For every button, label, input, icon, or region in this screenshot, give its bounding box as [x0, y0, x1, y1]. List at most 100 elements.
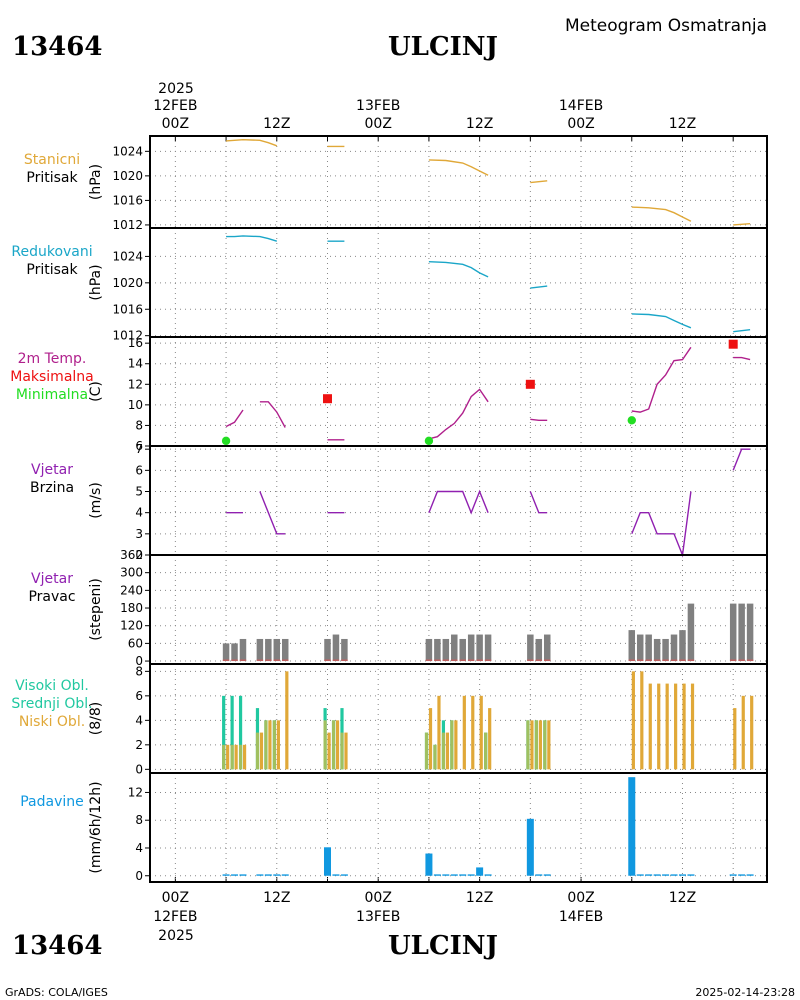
y-tick-label: 120: [120, 619, 143, 633]
bottom-day-label: 12FEB: [153, 909, 197, 925]
top-day-label: 14FEB: [559, 98, 603, 114]
wind-direction-bar: [738, 603, 745, 662]
wind-direction-bar: [535, 638, 543, 662]
y-tick-label: 0: [135, 869, 143, 883]
bottom-hour-label: 12Z: [466, 890, 493, 906]
panel-frame: [149, 445, 768, 556]
year-label-top: 2025: [158, 81, 194, 97]
panel-7: 0 4 8 12 (mm/6h/12h)Padavine: [20, 772, 768, 883]
cloud-bar: [276, 720, 280, 770]
cloud-bar: [741, 695, 745, 770]
panel-frame: [149, 772, 768, 883]
wind-direction-bar: [653, 638, 661, 662]
bottom-time-axis: 00Z 12Z 00Z 12Z 00Z 12Z 12FEB 13FEB 14FEB: [153, 877, 734, 925]
panel-2: 1012 1016 1020 1024 (hPa) Redukovani Pritisak: [11, 227, 768, 343]
y-tick-label: 8: [135, 664, 143, 678]
tmax-marker: [728, 339, 738, 349]
precip-bar: [628, 777, 636, 876]
precip-bar: [653, 874, 661, 876]
y-tick-label: 2: [135, 738, 143, 752]
year-label-bottom: 2025: [158, 928, 194, 944]
wind-direction-bar: [239, 638, 247, 662]
panel-3: 6 8 10 12 14 16 (C)2m Temp. Maksimalna Minimalna: [10, 336, 768, 453]
precip-bar: [526, 818, 534, 876]
y-tick-label: 180: [120, 601, 143, 615]
y-axis-label: (C): [88, 381, 104, 402]
cloud-bar: [344, 732, 348, 770]
series-line-segment: [732, 448, 751, 471]
cloud-bar: [441, 732, 446, 770]
wind-direction-bar: [256, 638, 264, 662]
precip-bar: [281, 874, 289, 876]
cloud-bar: [268, 720, 272, 770]
cloud-bar: [454, 720, 458, 770]
precip-bar: [239, 874, 247, 876]
series-line-segment: [530, 180, 548, 184]
precip-bar: [535, 874, 543, 876]
wind-direction-bar: [527, 634, 534, 662]
cloud-bar: [272, 720, 276, 770]
precip-bar: [442, 874, 450, 876]
station-name-bottom: ULCINJ: [388, 931, 498, 961]
cloud-bar: [242, 744, 247, 770]
grads-credit: GrADS: COLA/IGES: [5, 986, 108, 999]
cloud-bar: [750, 695, 754, 770]
panel-label-line: Vjetar: [31, 462, 73, 478]
series-line-segment: [428, 489, 489, 515]
precip-bar: [231, 874, 239, 876]
series-line-segment: [733, 223, 751, 226]
precip-bar: [467, 874, 475, 876]
y-axis-label: (hPa): [88, 264, 104, 300]
y-tick-label: 12: [128, 377, 143, 391]
panel-label-line: Brzina: [30, 480, 74, 496]
wind-direction-bar: [341, 638, 348, 662]
panel-6: 0 2 4 6 8 (8/8) Visoki Obl. Srednji Obl. Niski O…: [11, 663, 768, 776]
precip-bar: [433, 874, 441, 876]
y-tick-label: 5: [135, 485, 143, 499]
cloud-bar: [327, 732, 331, 770]
wind-direction-bar: [687, 603, 695, 662]
y-tick-label: 6: [135, 689, 143, 703]
y-tick-label: 4: [135, 713, 143, 727]
y-tick-label: 3: [135, 527, 143, 541]
y-tick-label: 7: [135, 442, 143, 456]
precip-bar: [678, 874, 686, 876]
station-id-bottom: 13464: [12, 931, 102, 961]
cloud-bar: [648, 683, 652, 770]
wind-direction-bar: [645, 634, 652, 662]
panel-5: 0 60 120 180 240 300 360 (stepeni) Vjetar Pravac: [28, 548, 768, 668]
bottom-day-label: 14FEB: [559, 909, 603, 925]
cloud-bar: [538, 720, 542, 770]
cloud-bar: [331, 720, 336, 770]
panel-1: 1012 1016 1020 1024 (hPa) Stanicni Pritisak: [24, 135, 768, 232]
panel-label-line: Pritisak: [26, 170, 78, 186]
precip-bar: [340, 874, 348, 876]
cloud-bar: [534, 720, 538, 770]
y-tick-label: 0: [135, 654, 143, 668]
cloud-bar: [433, 744, 437, 770]
y-axis-label: (mm/6h/12h): [88, 781, 104, 873]
panel-label-line: Pritisak: [26, 262, 78, 278]
precip-bar: [729, 874, 737, 876]
precip-bar: [323, 847, 331, 876]
series-line-segment: [259, 401, 286, 428]
panel-label-line: Stanicni: [24, 152, 80, 168]
series-line-segment: [226, 235, 278, 242]
precip-bar: [222, 874, 230, 876]
wind-direction-bar: [451, 634, 458, 662]
panel-label-line: Pravac: [28, 589, 75, 605]
precip-bar: [670, 874, 678, 876]
y-tick-label: 360: [120, 548, 143, 562]
cloud-bar: [690, 683, 695, 770]
cloud-bar: [226, 744, 230, 770]
wind-direction-bar: [628, 630, 636, 662]
tmax-marker: [525, 379, 535, 389]
y-tick-label: 4: [135, 506, 143, 520]
precip-bar: [476, 867, 484, 876]
cloud-bar: [543, 720, 547, 770]
y-tick-label: 1012: [112, 218, 143, 232]
wind-direction-bar: [746, 603, 754, 662]
panel-label-line: Srednji Obl.: [11, 696, 92, 712]
